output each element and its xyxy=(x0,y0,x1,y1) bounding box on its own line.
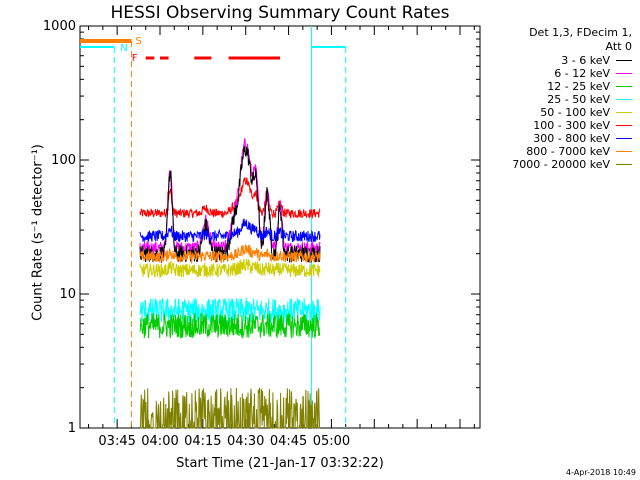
x-tick-label: 04:45 xyxy=(270,434,307,449)
legend-entry-label: 100 - 300 keV xyxy=(533,119,610,132)
legend-swatch xyxy=(616,125,632,126)
series-line-7 xyxy=(139,312,321,339)
legend-swatch xyxy=(616,60,632,61)
legend-swatch xyxy=(616,86,632,87)
y-tick-label: 1000 xyxy=(43,19,76,34)
legend-entry-label: 50 - 100 keV xyxy=(540,106,610,119)
legend-swatch xyxy=(616,164,632,165)
legend-entry: 100 - 300 keV xyxy=(482,119,632,132)
legend-entry: 6 - 12 keV xyxy=(482,67,632,80)
legend-entry: 7000 - 20000 keV xyxy=(482,158,632,171)
legend-entry-label: 25 - 50 keV xyxy=(547,93,610,106)
x-tick-label: 05:00 xyxy=(313,434,350,449)
series-line-2 xyxy=(139,145,321,264)
y-tick-label: 1 xyxy=(68,421,76,436)
x-tick-label: 03:45 xyxy=(98,434,135,449)
legend-entry: 3 - 6 keV xyxy=(482,54,632,67)
f-flag-label: F xyxy=(132,53,138,64)
x-tick-label: 04:00 xyxy=(141,434,178,449)
series-line-8 xyxy=(139,387,321,430)
chart-title: HESSI Observing Summary Count Rates xyxy=(110,3,450,23)
series-line-5 xyxy=(139,258,321,279)
legend-entry: 25 - 50 keV xyxy=(482,93,632,106)
s-flag-label: S xyxy=(135,36,141,47)
n-flag-label: N xyxy=(120,43,127,54)
legend-entry-label: 12 - 25 keV xyxy=(547,80,610,93)
legend-header-line-1: Det 1,3, FDecim 1, xyxy=(529,26,632,39)
y-tick-label: 100 xyxy=(51,153,76,168)
legend-entry-label: 7000 - 20000 keV xyxy=(512,158,610,171)
legend-swatch xyxy=(616,99,632,100)
legend-swatch xyxy=(616,112,632,113)
legend-swatch xyxy=(616,138,632,139)
legend: Det 1,3, FDecim 1, Att 0 3 - 6 keV 6 - 12… xyxy=(482,26,632,171)
x-tick-label: 04:15 xyxy=(184,434,221,449)
x-axis-label: Start Time (21-Jan-17 03:32:22) xyxy=(176,456,384,471)
legend-header-line-2: Att 0 xyxy=(605,40,632,53)
legend-entry-label: 800 - 7000 keV xyxy=(526,145,610,158)
y-axis-label: Count Rate (s⁻¹ detector⁻¹) xyxy=(30,144,46,321)
timestamp: 4-Apr-2018 10:49 xyxy=(566,468,636,477)
legend-entry-label: 6 - 12 keV xyxy=(554,67,610,80)
y-tick-label: 10 xyxy=(59,287,76,302)
legend-entry-label: 3 - 6 keV xyxy=(561,54,610,67)
legend-entry-label: 300 - 800 keV xyxy=(533,132,610,145)
plot-frame xyxy=(79,25,481,429)
legend-entry: 50 - 100 keV xyxy=(482,106,632,119)
legend-entry: 300 - 800 keV xyxy=(482,132,632,145)
legend-entry: 12 - 25 keV xyxy=(482,80,632,93)
legend-entry: 800 - 7000 keV xyxy=(482,145,632,158)
legend-swatch xyxy=(616,151,632,152)
legend-swatch xyxy=(616,73,632,74)
series-line-3 xyxy=(139,218,321,243)
series-line-4 xyxy=(139,244,321,265)
x-tick-label: 04:30 xyxy=(227,434,264,449)
series-line-0 xyxy=(139,177,321,220)
